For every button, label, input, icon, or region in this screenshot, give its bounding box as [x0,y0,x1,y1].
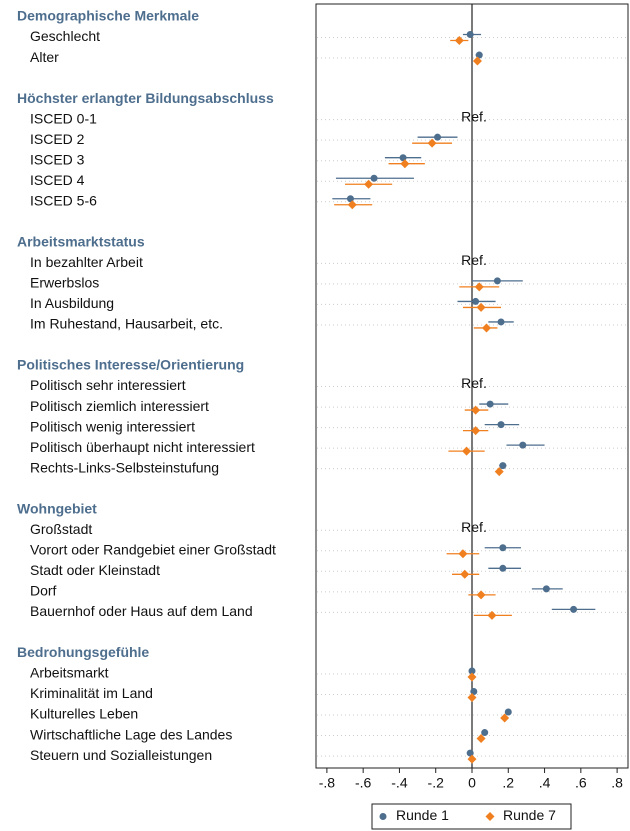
row-label: Geschlecht [30,28,100,44]
point [497,421,505,429]
point [472,56,482,66]
row-label: Bauernhof oder Haus auf dem Land [30,603,253,619]
x-tick-label: -.6 [355,775,372,791]
group-header: Politisches Interesse/Orientierung [17,357,244,373]
reference-note: Ref. [461,375,487,391]
row-label: In bezahlter Arbeit [30,254,143,270]
x-tick-label: 0 [468,775,476,791]
legend-label: Runde 7 [503,807,556,823]
row-label: Großstadt [30,521,92,537]
row-label: In Ausbildung [30,295,114,311]
point [471,426,481,436]
point [467,672,477,682]
row-label: Dorf [30,583,57,599]
x-tick-label: .6 [575,775,587,791]
row-label: Kriminalität im Land [30,685,153,701]
x-tick-label: .4 [539,775,551,791]
point [494,467,504,477]
point [482,323,492,333]
point [499,462,507,470]
reference-note: Ref. [461,252,487,268]
point [500,713,510,723]
legend-swatch [379,813,387,820]
row-label: Politisch ziemlich interessiert [30,398,209,414]
row-label: ISCED 5-6 [30,192,97,208]
row-label: Stadt oder Kleinstadt [30,562,160,578]
row-label: ISCED 0-1 [30,110,97,126]
point [476,302,486,312]
point [466,31,474,39]
point [504,708,512,716]
point [364,179,374,189]
point [481,729,489,737]
point [458,549,468,559]
row-label: Arbeitsmarkt [30,665,109,681]
point [493,277,501,285]
legend-swatch [485,812,495,821]
point [570,605,578,613]
point [460,569,470,579]
point [454,36,464,46]
row-label: Im Ruhestand, Hausarbeit, etc. [30,316,223,332]
row-label: Politisch sehr interessiert [30,377,186,393]
legend-box [371,803,572,830]
point [497,318,505,326]
x-tick-label: -.8 [319,775,336,791]
point [487,610,497,620]
group-header: Wohngebiet [17,500,97,516]
group-header: Bedrohungsgefühle [17,644,149,660]
point [474,282,484,292]
group-header: Höchster erlangter Bildungsabschluss [17,90,274,106]
row-label: ISCED 2 [30,131,85,147]
row-label: ISCED 4 [30,172,85,188]
x-tick-label: -.4 [391,775,408,791]
point [471,405,481,415]
row-label: Alter [30,49,59,65]
point [499,544,507,552]
point [400,159,410,169]
point [476,734,486,744]
point [519,441,527,449]
row-label: Politisch überhaupt nicht interessiert [30,439,255,455]
row-label: Rechts-Links-Selbsteinstufung [30,459,219,475]
row-label: Erwerbslos [30,275,99,291]
row-label: Steuern und Sozialleistungen [30,747,212,763]
group-header: Demographische Merkmale [17,8,199,24]
row-label: Politisch wenig interessiert [30,418,195,434]
reference-note: Ref. [461,519,487,535]
point [370,174,378,182]
reference-note: Ref. [461,108,487,124]
point [486,400,494,408]
x-tick-label: .8 [611,775,623,791]
x-tick-label: -.2 [428,775,445,791]
point [499,564,507,572]
row-label: Kulturelles Leben [30,706,138,722]
point [472,297,480,305]
row-label: Vorort oder Randgebiet einer Großstadt [30,541,276,557]
row-label: Wirtschaftliche Lage des Landes [30,726,232,742]
point [434,133,442,141]
point [476,590,486,600]
point [462,446,472,456]
x-tick-label: .2 [502,775,514,791]
legend-label: Runde 1 [396,807,449,823]
group-header: Arbeitsmarktstatus [17,234,145,250]
point [467,754,477,764]
point [347,200,357,210]
point [468,667,476,675]
point [542,585,550,593]
point [467,692,477,702]
row-label: ISCED 3 [30,151,85,167]
point [427,138,437,148]
